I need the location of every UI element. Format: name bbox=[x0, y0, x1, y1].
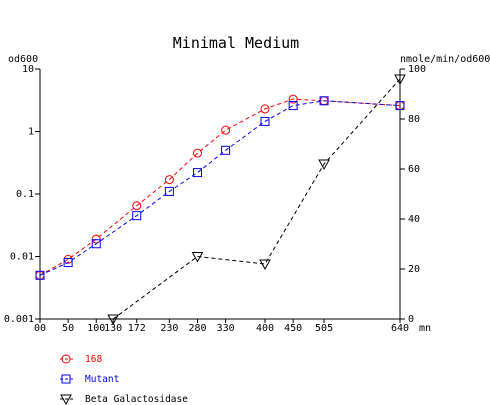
x-tick-label: 50 bbox=[62, 323, 74, 334]
legend-label: Beta Galactosidase bbox=[85, 394, 188, 405]
left-tick-label: 10 bbox=[22, 64, 34, 75]
data-point-3 bbox=[318, 159, 330, 171]
right-tick-label: 80 bbox=[408, 114, 420, 125]
data-point-2 bbox=[132, 211, 142, 221]
data-point-1 bbox=[260, 104, 270, 114]
legend-marker bbox=[60, 394, 72, 405]
x-tick-label: 400 bbox=[256, 323, 274, 334]
right-axis-label: nmole/min/od600 bbox=[400, 54, 490, 65]
data-point-1 bbox=[164, 175, 174, 185]
series-layer bbox=[35, 74, 406, 326]
legend-marker bbox=[61, 354, 71, 364]
left-tick-label: 0.1 bbox=[16, 189, 34, 200]
legend-label: 168 bbox=[85, 354, 102, 365]
right-axis-ticks: 0 20 40 60 80 100 bbox=[400, 64, 426, 325]
data-point-2 bbox=[35, 270, 45, 280]
left-axis-label: od600 bbox=[8, 54, 38, 65]
data-point-3 bbox=[394, 74, 406, 86]
x-tick-label: 00 bbox=[34, 323, 46, 334]
data-point-1 bbox=[221, 125, 231, 135]
x-unit-label: mn bbox=[419, 323, 431, 334]
left-axis-ticks: 0.001 0.01 0.1 1 10 bbox=[4, 64, 40, 325]
data-point-2 bbox=[395, 101, 405, 111]
data-point-1 bbox=[193, 148, 202, 158]
series-line-2 bbox=[39, 100, 401, 276]
legend-marker bbox=[61, 374, 71, 384]
chart-title: Minimal Medium bbox=[173, 34, 299, 52]
left-tick-label: 0.01 bbox=[10, 252, 34, 263]
x-tick-label: 280 bbox=[188, 323, 206, 334]
x-tick-label: 450 bbox=[284, 323, 302, 334]
x-tick-label: 505 bbox=[315, 323, 333, 334]
x-tick-label: 330 bbox=[217, 323, 235, 334]
data-point-1 bbox=[91, 234, 101, 244]
x-tick-label: 230 bbox=[160, 323, 178, 334]
data-point-1 bbox=[288, 94, 298, 104]
data-point-2 bbox=[288, 101, 298, 111]
right-tick-label: 40 bbox=[408, 214, 420, 225]
data-point-1 bbox=[132, 201, 142, 211]
legend-label: Mutant bbox=[85, 374, 119, 385]
data-point-2 bbox=[193, 168, 202, 178]
data-point-2 bbox=[260, 116, 270, 126]
x-tick-label: 130 bbox=[104, 323, 122, 334]
data-point-2 bbox=[91, 239, 101, 249]
data-point-3 bbox=[107, 314, 119, 326]
data-point-2 bbox=[221, 145, 231, 155]
data-point-2 bbox=[63, 258, 73, 268]
right-tick-label: 60 bbox=[408, 164, 420, 175]
data-point-3 bbox=[191, 252, 204, 263]
left-tick-label: 0.001 bbox=[4, 314, 34, 325]
left-tick-label: 1 bbox=[28, 127, 34, 138]
x-tick-label: 172 bbox=[128, 323, 146, 334]
right-tick-label: 100 bbox=[408, 64, 426, 75]
series-line-1 bbox=[39, 98, 401, 276]
right-tick-label: 0 bbox=[408, 314, 414, 325]
right-tick-label: 20 bbox=[408, 264, 420, 275]
x-tick-label: 640 bbox=[391, 323, 409, 334]
data-point-3 bbox=[259, 259, 271, 271]
x-tick-label: 100 bbox=[87, 323, 105, 334]
data-point-2 bbox=[164, 186, 174, 196]
legend: 168 Mutant Beta Galactosidase bbox=[60, 354, 188, 405]
series-line-3 bbox=[112, 78, 401, 320]
data-point-2 bbox=[319, 96, 329, 106]
